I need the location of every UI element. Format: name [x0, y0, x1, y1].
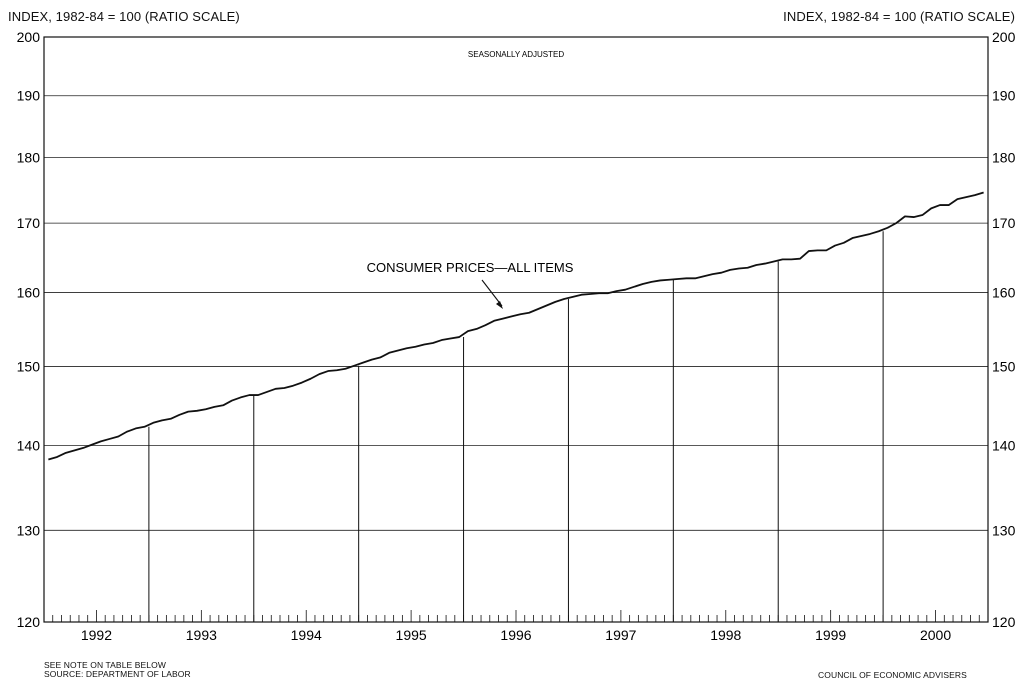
x-tick-label-1993: 1993 — [186, 627, 217, 643]
x-tick-label-1994: 1994 — [291, 627, 322, 643]
y-tick-label-left-190: 190 — [17, 88, 41, 104]
left-axis-unit-label: INDEX, 1982-84 = 100 (RATIO SCALE) — [8, 9, 240, 24]
x-tick-label-1992: 1992 — [81, 627, 112, 643]
gridlines — [44, 95, 988, 531]
y-tick-label-right-140: 140 — [992, 437, 1016, 453]
footnote: SEE NOTE ON TABLE BELOW — [44, 660, 166, 670]
annual-marker-lines — [148, 231, 884, 622]
right-axis-unit-label: INDEX, 1982-84 = 100 (RATIO SCALE) — [783, 9, 1015, 24]
y-tick-label-right-150: 150 — [992, 358, 1016, 374]
y-tick-label-left-150: 150 — [17, 358, 41, 374]
series-layer — [48, 191, 984, 461]
plot-frame — [43, 36, 989, 623]
y-tick-label-right-160: 160 — [992, 285, 1016, 301]
y-tick-label-right-170: 170 — [992, 215, 1016, 231]
month-ticks — [52, 610, 989, 622]
y-tick-label-right-190: 190 — [992, 88, 1016, 104]
series-line-cpi-all-items — [48, 191, 984, 461]
annotation-arrow-head — [496, 301, 503, 309]
x-tick-label-1998: 1998 — [710, 627, 741, 643]
y-tick-label-right-120: 120 — [992, 614, 1016, 630]
source-note: SOURCE: DEPARTMENT OF LABOR — [44, 669, 191, 679]
y-tick-label-left-180: 180 — [17, 150, 41, 166]
y-tick-label-right-180: 180 — [992, 150, 1016, 166]
series-annotation-label: CONSUMER PRICES—ALL ITEMS — [367, 260, 574, 275]
y-tick-label-left-130: 130 — [17, 522, 41, 538]
y-tick-label-right-130: 130 — [992, 522, 1016, 538]
cpi-line-chart: 120 120 130 130 140 140 150 150 160 160 170 170 180 1… — [17, 29, 1016, 643]
x-tick-label-1999: 1999 — [815, 627, 846, 643]
x-tick-label-1997: 1997 — [605, 627, 636, 643]
agency-credit: COUNCIL OF ECONOMIC ADVISERS — [818, 670, 967, 680]
y-tick-label-left-120: 120 — [17, 614, 41, 630]
x-tick-label-2000: 2000 — [920, 627, 951, 643]
y-tick-label-left-140: 140 — [17, 437, 41, 453]
y-tick-label-right-200: 200 — [992, 29, 1016, 45]
x-tick-label-1995: 1995 — [396, 627, 427, 643]
axis-labels: 120 120 130 130 140 140 150 150 160 160 170 170 180 1… — [17, 29, 1016, 643]
chart-subtitle: SEASONALLY ADJUSTED — [468, 50, 564, 59]
annotation-arrow-line — [481, 279, 503, 307]
x-tick-label-1996: 1996 — [500, 627, 531, 643]
y-tick-label-left-160: 160 — [17, 285, 41, 301]
y-tick-label-left-200: 200 — [17, 29, 41, 45]
y-tick-label-left-170: 170 — [17, 215, 41, 231]
